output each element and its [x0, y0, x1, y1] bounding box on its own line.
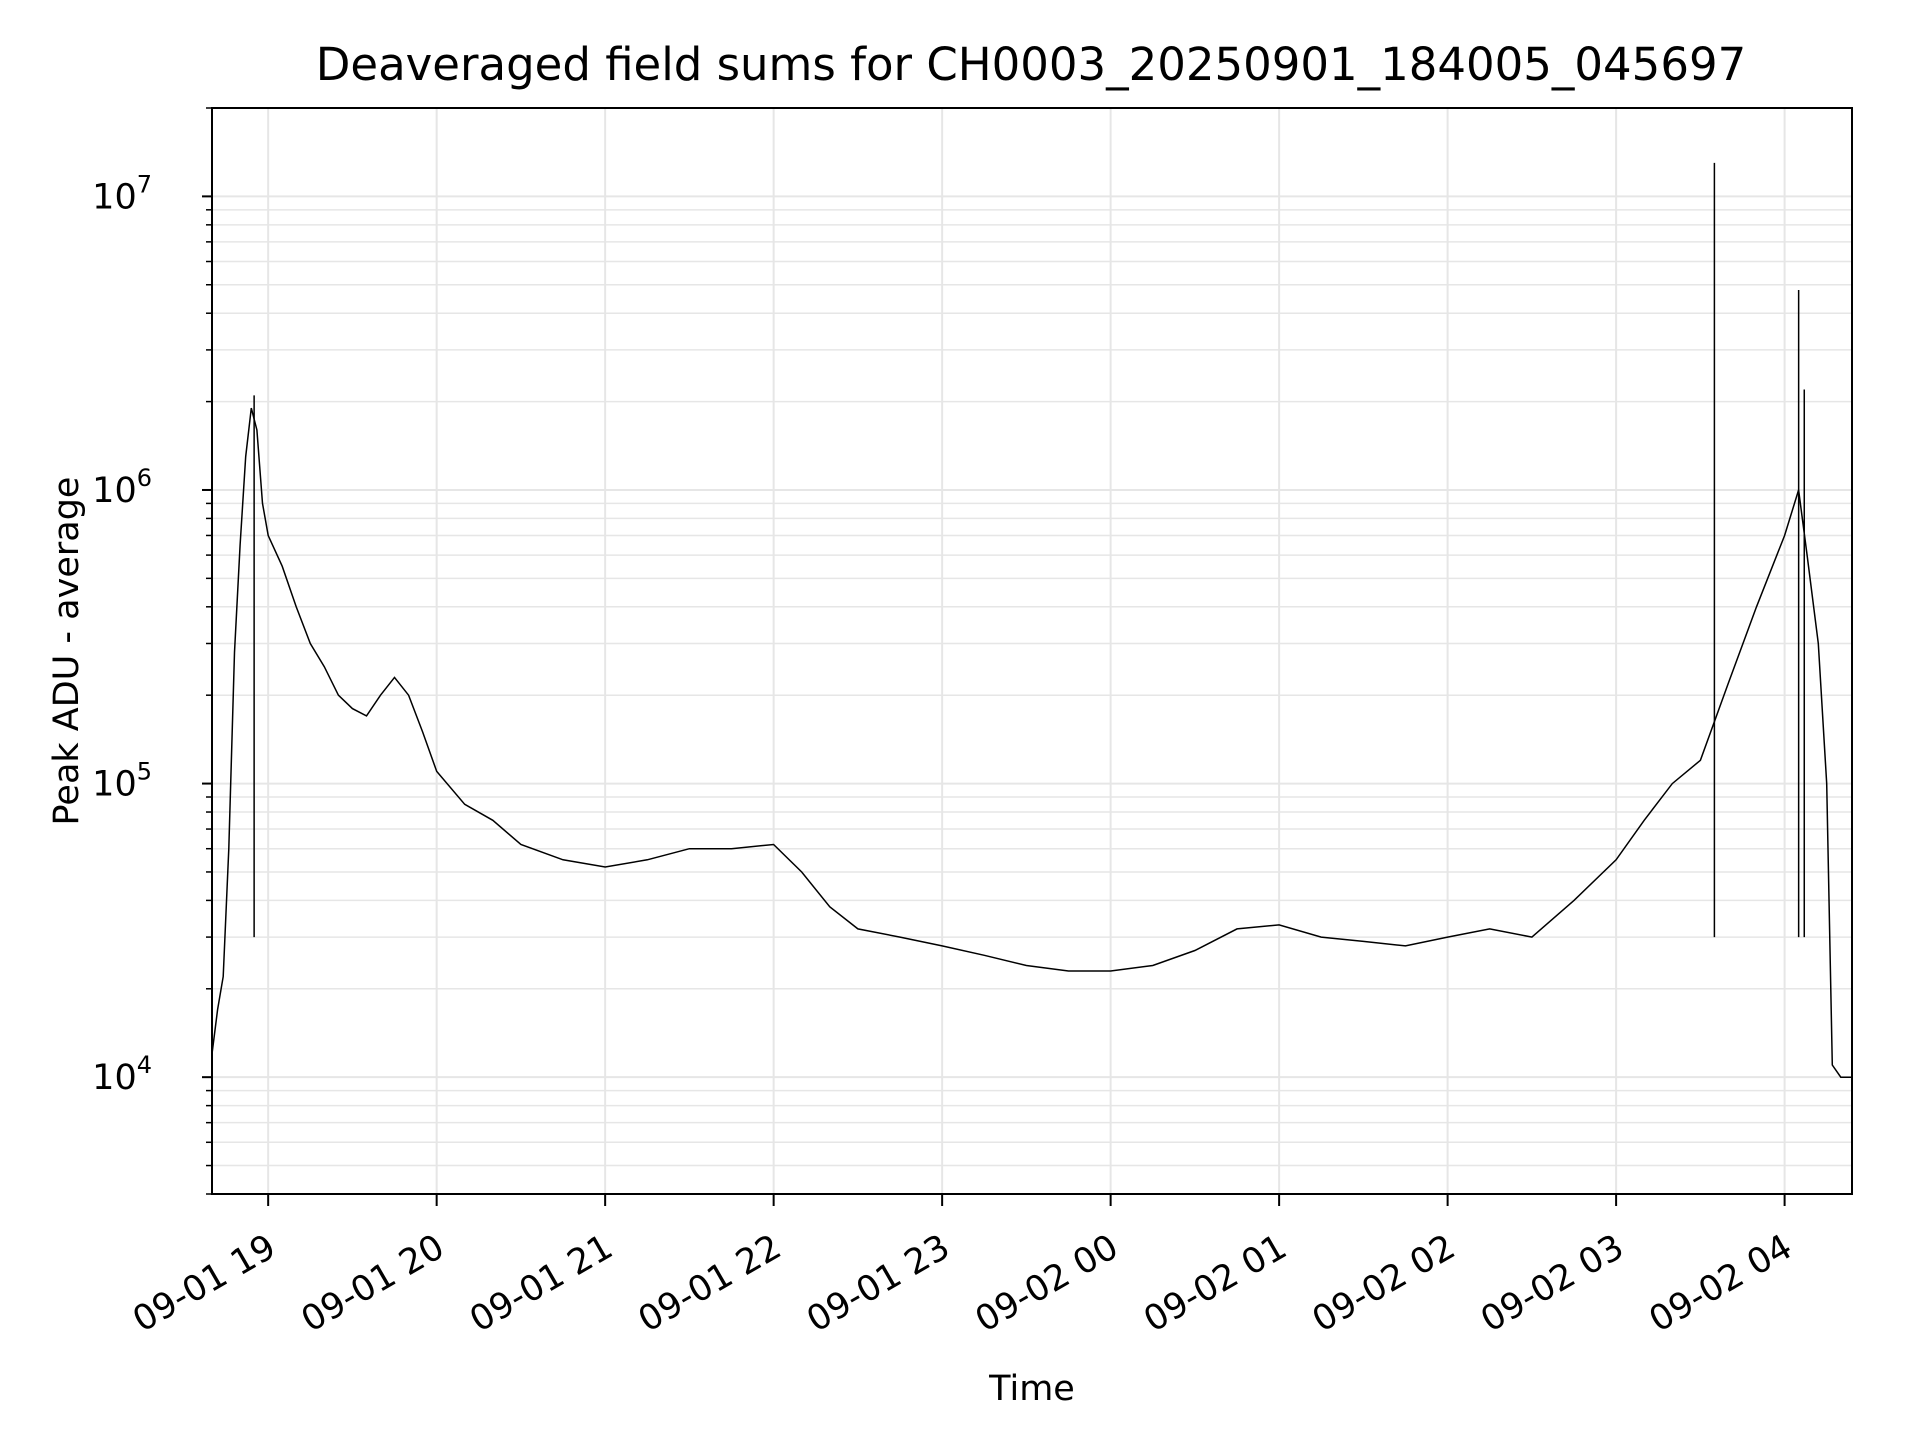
plot-frame: [211, 107, 1853, 1195]
chart-title: Deaveraged field sums for CH0003_2025090…: [316, 38, 1746, 91]
x-tick-label: 09-02 02: [1306, 1227, 1462, 1340]
series-line: [211, 407, 1852, 1078]
x-tick-label: 09-02 00: [969, 1227, 1125, 1340]
x-tick-label: 09-01 23: [800, 1227, 956, 1340]
x-axis-label: Time: [988, 1369, 1075, 1409]
series-layer: [211, 162, 1852, 1078]
y-tick-label: 106: [92, 464, 152, 511]
grid: [212, 107, 1852, 1195]
x-tick-label: 09-01 19: [126, 1227, 282, 1340]
x-tick-label: 09-01 21: [463, 1227, 619, 1340]
x-tick-label: 09-01 22: [632, 1227, 788, 1340]
x-axis: 09-01 19 09-01 20 09-01 21 09-01 22 09-01 23…: [126, 1194, 1799, 1340]
x-tick-label: 09-02 01: [1137, 1227, 1293, 1340]
y-tick-label: 107: [92, 170, 152, 217]
y-axis: 104 105 106 107: [92, 107, 212, 1195]
x-tick-label: 09-02 04: [1643, 1227, 1799, 1340]
x-tick-label: 09-02 03: [1474, 1227, 1630, 1340]
x-tick-label: 09-01 20: [295, 1227, 451, 1340]
y-tick-label: 105: [92, 758, 152, 805]
y-tick-label: 104: [92, 1051, 152, 1098]
y-axis-label: Peak ADU - average: [47, 477, 87, 826]
